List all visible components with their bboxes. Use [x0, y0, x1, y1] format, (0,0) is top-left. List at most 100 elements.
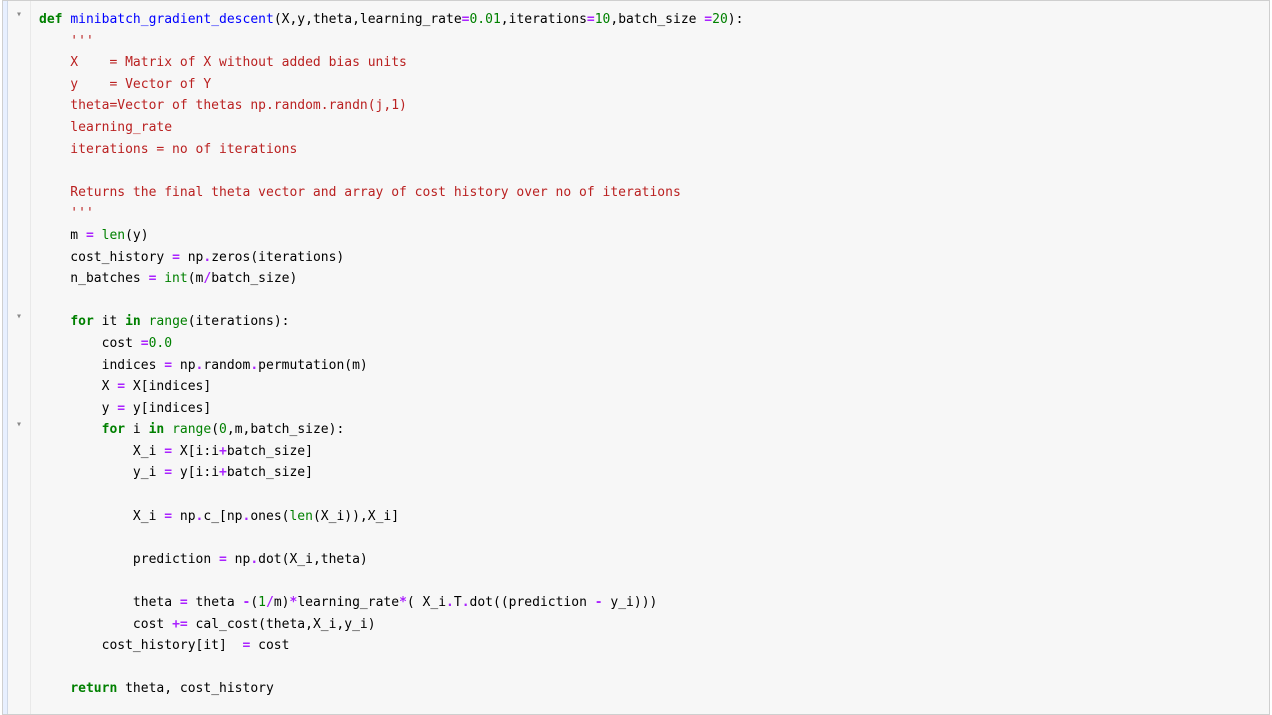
code-token: * — [399, 595, 407, 610]
code-token: 10 — [595, 12, 611, 27]
code-token: ''' — [39, 206, 94, 221]
code-cell: ▾▾▾ def minibatch_gradient_descent(X,y,t… — [2, 0, 1270, 715]
code-line — [39, 570, 1261, 592]
code-token: - — [595, 595, 603, 610]
code-token — [94, 228, 102, 243]
code-token: X[indices] — [125, 379, 211, 394]
code-token: . — [250, 552, 258, 567]
code-token: (X_i)),X_i] — [313, 509, 399, 524]
code-token: ): — [728, 12, 744, 27]
code-token: dot((prediction — [470, 595, 595, 610]
code-token: cost_history — [39, 250, 172, 265]
code-token: y — [39, 401, 117, 416]
code-token: in — [149, 422, 165, 437]
code-line: cost += cal_cost(theta,X_i,y_i) — [39, 614, 1261, 636]
code-token: 20 — [712, 12, 728, 27]
code-token: in — [125, 314, 141, 329]
code-token: ( X_i — [407, 595, 446, 610]
code-token: prediction — [39, 552, 219, 567]
code-token: random — [203, 358, 250, 373]
code-token: learning_rate — [39, 120, 180, 135]
code-token: cost_history[it] — [39, 638, 243, 653]
code-token: ,batch_size — [610, 12, 704, 27]
code-token: cost — [250, 638, 289, 653]
code-token: m — [39, 228, 86, 243]
code-line: n_batches = int(m/batch_size) — [39, 268, 1261, 290]
code-token: . — [250, 358, 258, 373]
fold-marker[interactable]: ▾ — [16, 311, 22, 322]
code-token — [39, 530, 133, 545]
code-line: indices = np.random.permutation(m) — [39, 355, 1261, 377]
code-token: batch_size) — [211, 271, 297, 286]
code-token: zeros(iterations) — [211, 250, 344, 265]
code-token: ( — [250, 595, 258, 610]
code-token: y = Vector of Y — [39, 77, 211, 92]
code-token: theta, cost_history — [117, 681, 274, 696]
code-token: = — [86, 228, 94, 243]
code-line: X_i = X[i:i+batch_size] — [39, 441, 1261, 463]
code-line: X = X[indices] — [39, 376, 1261, 398]
code-line — [39, 657, 1261, 679]
code-token: len — [289, 509, 312, 524]
code-line: cost_history = np.zeros(iterations) — [39, 247, 1261, 269]
code-token — [141, 314, 149, 329]
code-token: c_[np — [203, 509, 242, 524]
code-line: y = y[indices] — [39, 398, 1261, 420]
code-token: it — [94, 314, 125, 329]
code-token: y_i — [39, 465, 164, 480]
code-line: iterations = no of iterations — [39, 139, 1261, 161]
code-token: theta — [188, 595, 243, 610]
code-token: for — [70, 314, 93, 329]
code-line: for it in range(iterations): — [39, 311, 1261, 333]
code-token: int — [164, 271, 187, 286]
code-line: theta = theta -(1/m)*learning_rate*( X_i… — [39, 592, 1261, 614]
code-token — [39, 422, 102, 437]
code-token: = — [164, 465, 172, 480]
code-line — [39, 527, 1261, 549]
code-token — [39, 314, 70, 329]
code-line: learning_rate — [39, 117, 1261, 139]
code-token: + — [219, 465, 227, 480]
code-line: X = Matrix of X without added bias units — [39, 52, 1261, 74]
code-line: for i in range(0,m,batch_size): — [39, 419, 1261, 441]
code-line: return theta, cost_history — [39, 678, 1261, 700]
code-line: X_i = np.c_[np.ones(len(X_i)),X_i] — [39, 506, 1261, 528]
code-token: (iterations): — [188, 314, 290, 329]
code-token: n_batches — [39, 271, 149, 286]
code-token: y_i))) — [603, 595, 658, 610]
code-line: y = Vector of Y — [39, 74, 1261, 96]
code-token: ''' — [39, 34, 94, 49]
code-token: = — [704, 12, 712, 27]
code-token: permutation(m) — [258, 358, 368, 373]
code-token: += — [172, 617, 188, 632]
code-token: iterations = no of iterations — [39, 142, 297, 157]
code-token: X — [39, 379, 117, 394]
code-token — [164, 422, 172, 437]
code-editor[interactable]: def minibatch_gradient_descent(X,y,theta… — [31, 1, 1269, 714]
code-line: ''' — [39, 31, 1261, 53]
code-token: / — [266, 595, 274, 610]
code-line: theta=Vector of thetas np.random.randn(j… — [39, 95, 1261, 117]
code-token: = — [164, 444, 172, 459]
code-token: i — [125, 422, 148, 437]
fold-marker[interactable]: ▾ — [16, 419, 22, 430]
code-token — [39, 660, 102, 675]
code-token: cost — [39, 336, 141, 351]
code-token: . — [446, 595, 454, 610]
code-token: X[i:i — [172, 444, 219, 459]
code-line — [39, 484, 1261, 506]
code-token: dot(X_i,theta) — [258, 552, 368, 567]
code-token: X_i — [39, 444, 164, 459]
code-token: (y) — [125, 228, 148, 243]
code-token: batch_size] — [227, 465, 313, 480]
fold-marker[interactable]: ▾ — [16, 9, 22, 20]
code-token: . — [462, 595, 470, 610]
code-token: minibatch_gradient_descent — [70, 12, 274, 27]
code-token: ,iterations — [501, 12, 587, 27]
fold-gutter: ▾ ▾ ▾ — [8, 1, 31, 714]
code-token: np — [180, 250, 203, 265]
code-token: cost — [39, 617, 172, 632]
code-token: indices — [39, 358, 164, 373]
code-token: 1 — [258, 595, 266, 610]
code-token: ones( — [250, 509, 289, 524]
